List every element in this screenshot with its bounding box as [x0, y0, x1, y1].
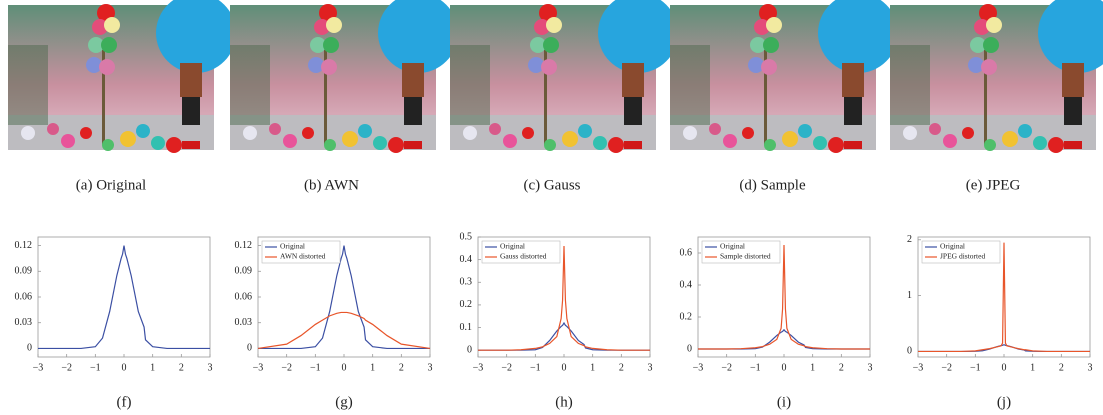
y-tick-label: 0.4 [680, 279, 693, 290]
x-tick-label: 3 [208, 362, 213, 373]
chart-caption: (f) [117, 394, 132, 410]
chart-caption: (i) [777, 394, 791, 410]
data-line [478, 246, 650, 351]
y-tick-label: 0.09 [15, 266, 33, 277]
y-tick-label: 0.1 [460, 322, 473, 333]
data-line [258, 245, 430, 350]
x-tick-label: −1 [970, 362, 981, 373]
x-tick-label: 0 [1002, 362, 1007, 373]
x-tick-label: −1 [310, 362, 321, 373]
chart-caption: (h) [555, 394, 573, 410]
y-tick-label: 0 [27, 343, 32, 354]
y-tick-label: 0.12 [235, 240, 253, 251]
x-tick-label: 2 [1059, 362, 1064, 373]
legend-box [481, 240, 561, 264]
x-tick-label: 3 [868, 362, 873, 373]
x-tick-label: 0 [122, 362, 127, 373]
photo [230, 0, 458, 153]
x-tick-label: 2 [179, 362, 184, 373]
x-tick-label: −3 [693, 362, 704, 373]
data-line [918, 242, 1090, 353]
legend-label: Original [280, 242, 305, 251]
y-tick-label: 0 [467, 345, 472, 356]
legend-box [701, 240, 781, 264]
legend-box [261, 240, 341, 264]
x-tick-label: 0 [562, 362, 567, 373]
y-tick-label: 0.12 [15, 240, 33, 251]
x-tick-label: −3 [913, 362, 924, 373]
legend-label: AWN distorted [280, 252, 326, 261]
legend-label: Original [500, 242, 525, 251]
y-tick-label: 0 [687, 343, 692, 354]
y-tick-label: 0 [907, 346, 912, 357]
image-caption: (c) Gauss [523, 177, 580, 193]
y-tick-label: 0.06 [15, 291, 33, 302]
photo [670, 0, 898, 153]
data-line [38, 245, 210, 350]
plot-frame [37, 236, 211, 358]
y-tick-label: 0.2 [680, 311, 693, 322]
y-tick-label: 0 [247, 343, 252, 354]
x-tick-label: 1 [150, 362, 155, 373]
y-tick-label: 0.06 [235, 291, 253, 302]
x-tick-label: 1 [370, 362, 375, 373]
data-line [698, 328, 870, 350]
legend-label: JPEG distorted [940, 252, 985, 261]
image-caption: (d) Sample [739, 177, 806, 193]
x-tick-label: −2 [501, 362, 512, 373]
y-tick-label: 0.03 [235, 317, 253, 328]
y-tick-label: 0.09 [235, 266, 253, 277]
photo [450, 0, 678, 153]
legend-label: Original [720, 242, 745, 251]
x-tick-label: −2 [281, 362, 292, 373]
x-tick-label: −2 [721, 362, 732, 373]
y-tick-label: 0.3 [460, 277, 473, 288]
x-tick-label: 3 [648, 362, 653, 373]
photo [890, 0, 1103, 153]
chart-caption: (g) [335, 394, 353, 410]
image-caption: (b) AWN [304, 177, 359, 193]
image-caption: (e) JPEG [966, 177, 1021, 193]
y-tick-label: 0.4 [460, 254, 473, 265]
y-tick-label: 0.2 [460, 299, 473, 310]
x-tick-label: 0 [782, 362, 787, 373]
x-tick-label: −2 [61, 362, 72, 373]
x-tick-label: 3 [1088, 362, 1093, 373]
x-tick-label: −1 [750, 362, 761, 373]
x-tick-label: 1 [590, 362, 595, 373]
legend-label: Original [940, 242, 965, 251]
x-tick-label: 0 [342, 362, 347, 373]
x-tick-label: −3 [253, 362, 264, 373]
legend-label: Gauss distorted [500, 252, 547, 261]
y-tick-label: 0.6 [680, 247, 693, 258]
x-tick-label: −1 [530, 362, 541, 373]
x-tick-label: 1 [1030, 362, 1035, 373]
x-tick-label: 2 [839, 362, 844, 373]
photo [8, 0, 236, 153]
x-tick-label: 2 [619, 362, 624, 373]
y-tick-label: 0.03 [15, 317, 33, 328]
data-line [918, 344, 1090, 353]
x-tick-label: −2 [941, 362, 952, 373]
data-line [257, 311, 431, 350]
image-caption: (a) Original [76, 177, 146, 193]
data-line [478, 321, 650, 351]
chart-caption: (j) [997, 394, 1011, 410]
x-tick-label: −1 [90, 362, 101, 373]
x-tick-label: 3 [428, 362, 433, 373]
x-tick-label: 1 [810, 362, 815, 373]
y-tick-label: 0.5 [460, 231, 473, 242]
x-tick-label: −3 [473, 362, 484, 373]
legend-label: Sample distorted [720, 252, 771, 261]
y-tick-label: 2 [907, 234, 912, 245]
legend-box [921, 240, 1001, 264]
data-line [698, 244, 870, 350]
x-tick-label: 2 [399, 362, 404, 373]
x-tick-label: −3 [33, 362, 44, 373]
y-tick-label: 1 [907, 290, 912, 301]
